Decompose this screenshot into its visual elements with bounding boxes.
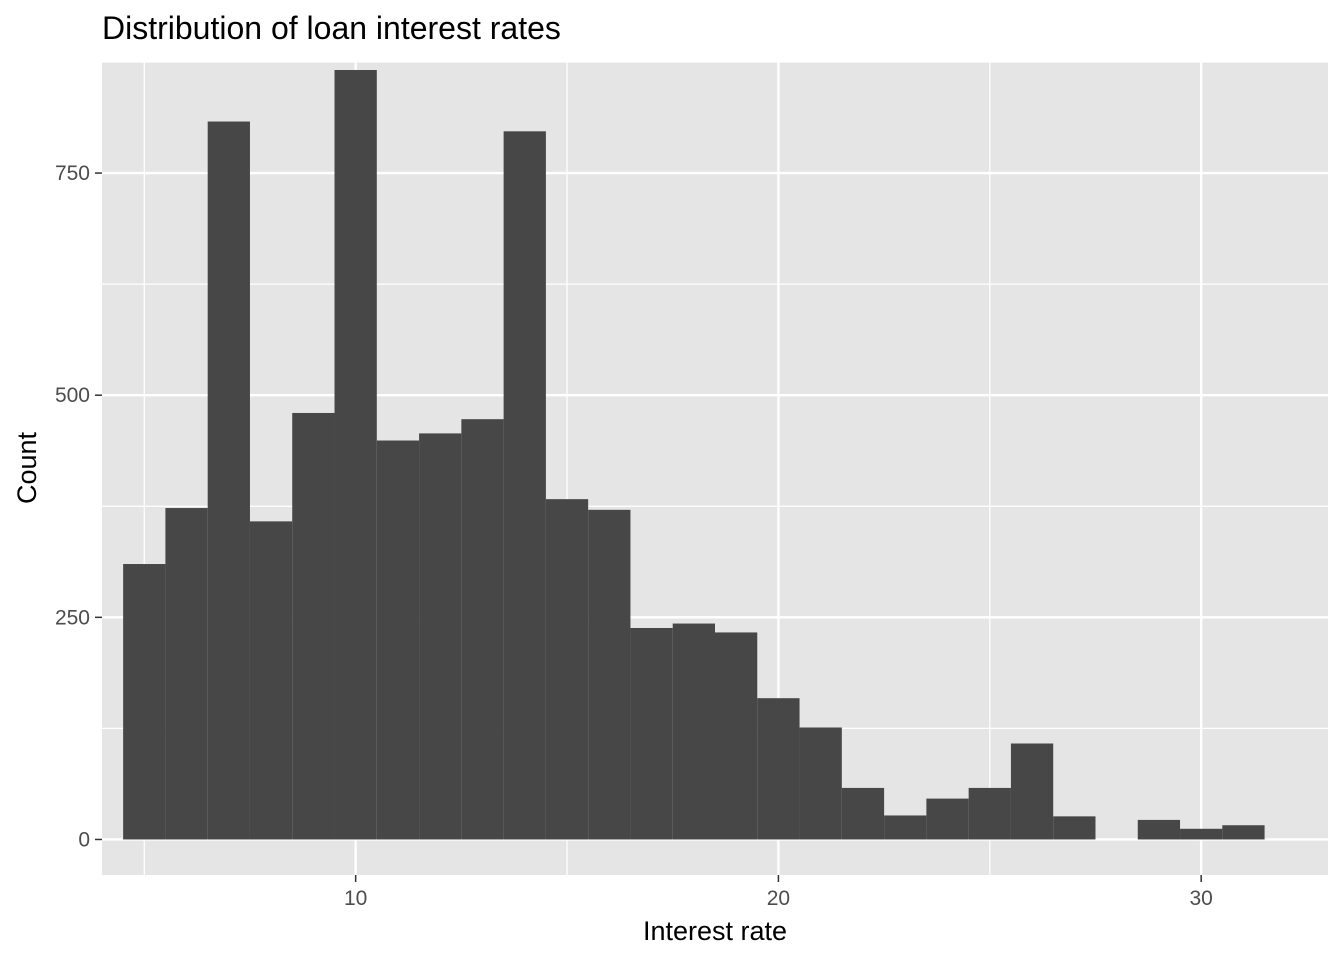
histogram-bar xyxy=(1180,828,1223,840)
x-tick-label: 10 xyxy=(344,887,367,910)
histogram-bar xyxy=(588,509,631,840)
histogram-bar xyxy=(334,69,377,840)
histogram-bar xyxy=(123,564,166,840)
histogram-bar xyxy=(1137,819,1181,840)
y-tick-label: 0 xyxy=(78,828,90,851)
x-tick-label: 30 xyxy=(1189,887,1212,910)
y-axis-title: Count xyxy=(12,431,42,504)
x-axis-title: Interest rate xyxy=(643,916,787,946)
x-tick-label: 20 xyxy=(767,887,790,910)
histogram-bar xyxy=(1010,743,1054,840)
histogram-bar xyxy=(672,623,715,840)
histogram-bar xyxy=(630,627,673,840)
histogram-bar xyxy=(461,419,504,840)
y-tick-label: 750 xyxy=(55,162,90,185)
histogram-bar xyxy=(292,412,335,840)
histogram-bar xyxy=(503,131,546,840)
x-axis-ticks: 10 20 30 xyxy=(344,875,1213,910)
bars-group xyxy=(123,69,1265,840)
y-tick-label: 500 xyxy=(55,384,90,407)
chart-title: Distribution of loan interest rates xyxy=(102,10,561,46)
histogram-bar xyxy=(1053,816,1096,840)
histogram-bar xyxy=(249,521,293,840)
histogram-bar xyxy=(376,440,420,840)
histogram-bar xyxy=(799,727,842,840)
histogram-bar xyxy=(926,798,969,840)
y-axis-ticks: 0 250 500 750 xyxy=(55,162,102,851)
y-tick-label: 250 xyxy=(55,606,90,629)
histogram-bar xyxy=(207,121,250,840)
histogram-bar xyxy=(968,787,1011,840)
histogram-bar xyxy=(884,815,927,840)
histogram-bar xyxy=(757,698,800,840)
histogram-bar xyxy=(165,508,208,840)
histogram-bar xyxy=(841,787,885,840)
histogram-bar xyxy=(1222,825,1265,840)
histogram-bar xyxy=(419,433,462,840)
histogram-bar xyxy=(715,632,758,840)
histogram-bar xyxy=(545,499,589,840)
